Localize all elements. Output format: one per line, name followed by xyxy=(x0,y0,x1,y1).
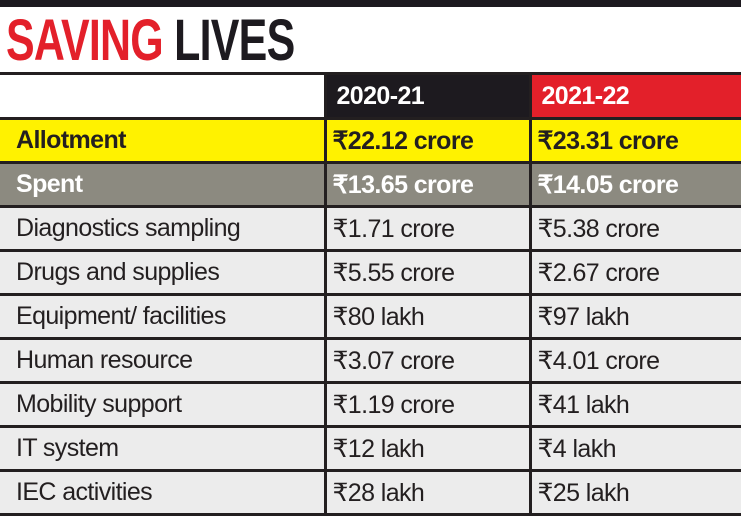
header-2021-22: 2021-22 xyxy=(528,72,741,119)
table-row: Human resource ₹3.07 crore ₹4.01 crore xyxy=(0,337,741,383)
table-row: Drugs and supplies ₹5.55 crore ₹2.67 cro… xyxy=(0,249,741,295)
value-2021-22: ₹25 lakh xyxy=(528,469,741,516)
value-2020-21: ₹80 lakh xyxy=(323,293,530,339)
table-row: IT system ₹12 lakh ₹4 lakh xyxy=(0,425,741,471)
table-row: Mobility support ₹1.19 crore ₹41 lakh xyxy=(0,381,741,427)
table-row: IEC activities ₹28 lakh ₹25 lakh xyxy=(0,469,741,516)
row-label: IEC activities xyxy=(0,469,325,516)
row-label: Mobility support xyxy=(0,381,325,427)
value-2020-21: ₹13.65 crore xyxy=(323,161,530,207)
value-2021-22: ₹41 lakh xyxy=(528,381,741,427)
row-label: Equipment/ facilities xyxy=(0,293,325,339)
value-2020-21: ₹28 lakh xyxy=(323,469,530,516)
row-label: IT system xyxy=(0,425,325,471)
row-label: Drugs and supplies xyxy=(0,249,325,295)
allotment-row: Allotment ₹22.12 crore ₹23.31 crore xyxy=(0,117,741,163)
title-part-1: SAVING xyxy=(6,8,164,73)
row-label: Diagnostics sampling xyxy=(0,205,325,251)
header-blank xyxy=(0,72,325,119)
value-2020-21: ₹12 lakh xyxy=(323,425,530,471)
value-2021-22: ₹4.01 crore xyxy=(528,337,741,383)
header-row: 2020-21 2021-22 xyxy=(0,72,741,119)
value-2021-22: ₹23.31 crore xyxy=(528,117,741,163)
row-label: Human resource xyxy=(0,337,325,383)
value-2021-22: ₹4 lakh xyxy=(528,425,741,471)
table-row: Equipment/ facilities ₹80 lakh ₹97 lakh xyxy=(0,293,741,339)
row-label: Spent xyxy=(0,161,325,207)
top-rule xyxy=(0,0,741,7)
value-2021-22: ₹2.67 crore xyxy=(528,249,741,295)
value-2021-22: ₹5.38 crore xyxy=(528,205,741,251)
value-2020-21: ₹1.19 crore xyxy=(323,381,530,427)
title-part-2: LIVES xyxy=(174,8,295,73)
value-2021-22: ₹97 lakh xyxy=(528,293,741,339)
value-2020-21: ₹1.71 crore xyxy=(323,205,530,251)
spent-row: Spent ₹13.65 crore ₹14.05 crore xyxy=(0,161,741,207)
table-row: Diagnostics sampling ₹1.71 crore ₹5.38 c… xyxy=(0,205,741,251)
value-2020-21: ₹22.12 crore xyxy=(323,117,530,163)
value-2020-21: ₹3.07 crore xyxy=(323,337,530,383)
value-2020-21: ₹5.55 crore xyxy=(323,249,530,295)
header-2020-21: 2020-21 xyxy=(323,72,530,119)
row-label: Allotment xyxy=(0,117,325,163)
value-2021-22: ₹14.05 crore xyxy=(528,161,741,207)
page-title: SAVING LIVES xyxy=(6,8,295,73)
spending-table: 2020-21 2021-22 Allotment ₹22.12 crore ₹… xyxy=(0,72,741,516)
